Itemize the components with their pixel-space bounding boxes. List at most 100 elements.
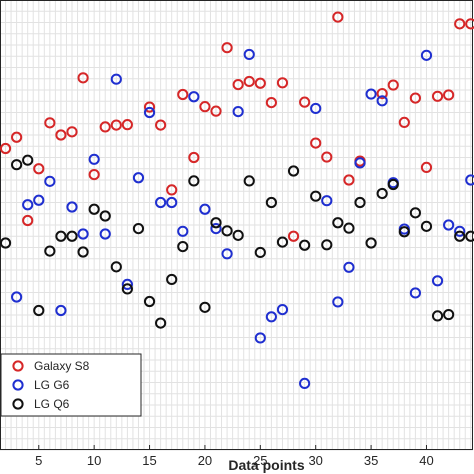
data-point <box>166 196 178 209</box>
data-point <box>232 229 244 241</box>
data-point <box>387 178 399 191</box>
data-point <box>143 106 156 119</box>
data-point <box>299 239 311 251</box>
data-point <box>321 239 333 251</box>
data-point <box>221 248 233 260</box>
plot-area-frame <box>0 0 473 450</box>
data-point <box>332 296 344 308</box>
data-point <box>22 154 34 166</box>
data-point <box>66 201 78 213</box>
data-point <box>143 101 156 113</box>
data-point <box>33 163 45 175</box>
data-series <box>0 11 474 389</box>
x-axis-title: Data points <box>228 457 304 473</box>
x-tick-label: 30 <box>308 453 322 468</box>
data-point <box>232 106 244 118</box>
data-point <box>110 119 122 131</box>
data-point <box>210 223 222 235</box>
data-point <box>177 241 189 253</box>
legend-marker <box>12 379 24 391</box>
data-point <box>398 116 410 129</box>
data-point <box>33 194 45 206</box>
data-point <box>143 295 156 308</box>
data-point <box>99 228 111 240</box>
data-point <box>276 304 289 316</box>
series-galaxy-s8 <box>0 11 474 242</box>
data-point <box>166 273 178 286</box>
data-point <box>299 377 311 389</box>
data-point <box>77 72 89 84</box>
data-point <box>376 187 388 200</box>
data-point <box>387 79 399 91</box>
data-point <box>454 230 466 242</box>
data-point <box>398 226 410 238</box>
data-point <box>110 73 122 85</box>
data-point <box>77 246 89 258</box>
data-point <box>454 18 466 30</box>
data-point <box>243 175 255 187</box>
data-point <box>121 283 133 295</box>
data-point <box>88 153 100 165</box>
data-point <box>310 137 322 149</box>
data-point <box>443 219 455 231</box>
data-point <box>254 77 266 89</box>
data-point <box>299 96 311 108</box>
legend-label: LG G6 <box>34 378 70 392</box>
data-point <box>376 88 388 100</box>
data-point <box>354 157 366 169</box>
data-point <box>199 301 211 313</box>
data-point <box>265 97 277 109</box>
x-tick-label: 40 <box>419 453 433 468</box>
data-point <box>88 203 100 215</box>
data-point <box>454 225 466 237</box>
data-point <box>343 174 355 186</box>
legend-label: LG Q6 <box>34 397 70 411</box>
series-lg-q6 <box>0 154 474 329</box>
data-point <box>310 190 322 202</box>
data-point <box>420 49 433 61</box>
data-point <box>287 165 300 177</box>
data-point <box>55 129 67 141</box>
data-point <box>0 142 12 155</box>
data-point <box>22 214 34 227</box>
data-point <box>287 230 300 242</box>
data-point <box>343 222 355 234</box>
data-point <box>177 225 189 237</box>
x-axis-ticks: 5 10 15 20 25 30 35 40 <box>35 445 434 468</box>
data-point <box>409 207 421 219</box>
data-point <box>99 121 111 133</box>
data-point <box>110 261 122 273</box>
data-point <box>321 195 333 207</box>
data-point <box>132 172 145 184</box>
data-point <box>321 151 333 163</box>
x-tick-label: 25 <box>253 453 267 468</box>
data-point <box>99 210 111 222</box>
legend-label: Galaxy S8 <box>34 359 90 373</box>
data-point <box>276 236 289 248</box>
data-point <box>44 245 56 257</box>
data-point <box>33 304 45 317</box>
data-point <box>431 310 444 322</box>
data-point <box>221 225 233 237</box>
data-point <box>465 174 474 186</box>
data-point <box>177 88 189 101</box>
data-point <box>121 119 133 131</box>
data-point <box>88 169 100 181</box>
data-point <box>132 223 145 235</box>
data-point <box>77 228 89 240</box>
series-lg-g6 <box>0 48 474 389</box>
data-point <box>221 42 233 54</box>
data-point <box>121 278 133 290</box>
data-point <box>465 230 474 242</box>
data-point <box>155 119 167 131</box>
data-point <box>276 77 289 89</box>
data-point <box>210 105 222 117</box>
data-point <box>431 90 444 102</box>
data-point <box>332 11 344 23</box>
data-point <box>66 230 78 242</box>
data-point <box>55 304 67 317</box>
data-point <box>232 79 244 91</box>
data-point <box>199 101 211 113</box>
data-point <box>155 317 167 329</box>
